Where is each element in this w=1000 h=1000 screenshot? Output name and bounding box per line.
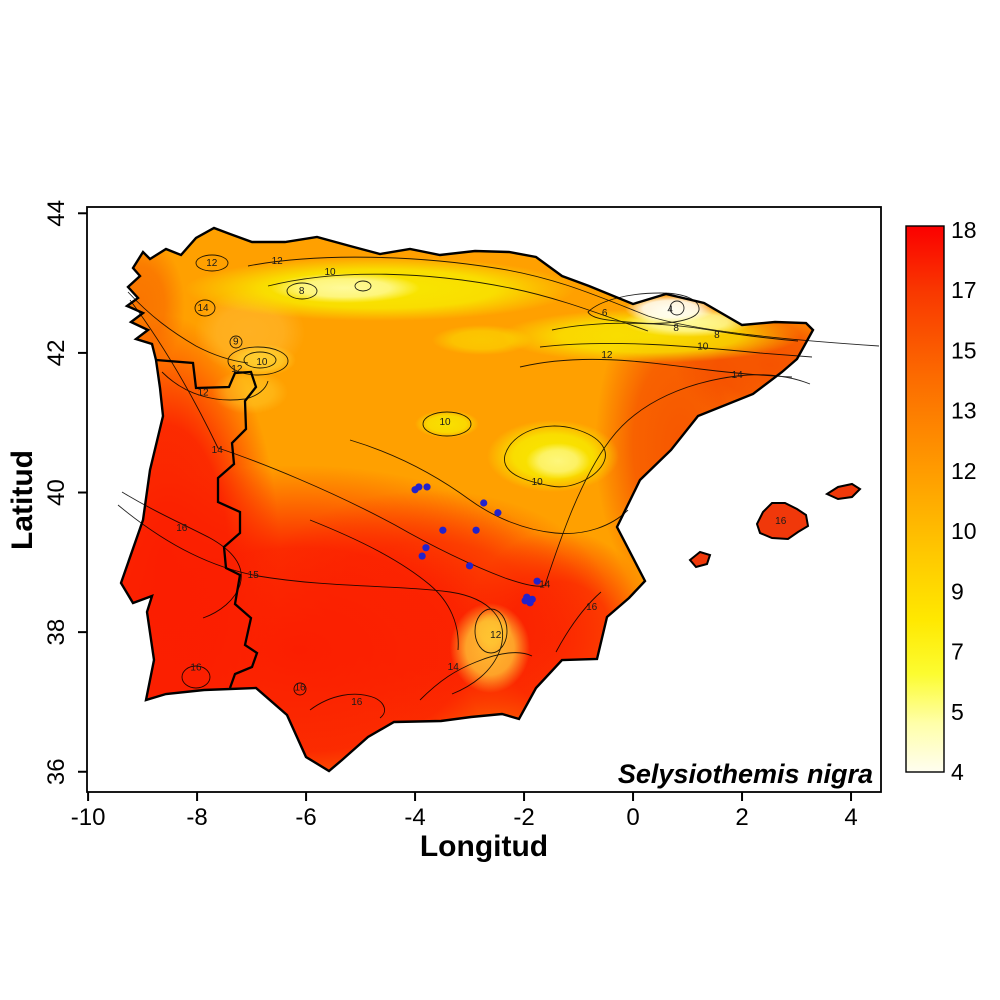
y-tick-label: 42 <box>43 340 70 367</box>
contour-level-label: 16 <box>351 697 363 708</box>
y-axis-title: Latitud <box>6 450 39 550</box>
contour-level-label: 16 <box>586 602 598 613</box>
heat-gradient-patch <box>526 443 590 479</box>
x-tick-label: -4 <box>404 804 425 831</box>
contour-level-label: 16 <box>190 663 202 674</box>
contour-level-label: 12 <box>198 388 210 399</box>
x-tick-label: -6 <box>295 804 316 831</box>
contour-level-label: 10 <box>532 477 544 488</box>
occurrence-point <box>480 499 487 506</box>
y-tick-label: 40 <box>43 479 70 506</box>
occurrence-point <box>494 509 501 516</box>
occurrence-point <box>415 483 422 490</box>
contour-level-label: 6 <box>602 308 608 319</box>
contour-level-label: 10 <box>697 342 709 353</box>
colorbar-tick-label: 5 <box>951 699 964 725</box>
occurrence-point <box>439 527 446 534</box>
contour-level-label: 15 <box>248 570 260 581</box>
contour-level-label: 12 <box>206 258 218 269</box>
x-tick-label: 0 <box>626 804 639 831</box>
y-tick-label: 38 <box>43 619 70 646</box>
occurrence-point <box>472 527 479 534</box>
occurrence-point <box>423 483 430 490</box>
map-figure: 1212108648810121414910121214161510101412… <box>0 0 1000 1000</box>
colorbar-tick-label: 9 <box>951 578 964 604</box>
contour-level-label: 14 <box>448 662 460 673</box>
contour-level-label: 10 <box>256 357 268 368</box>
x-tick-label: 2 <box>735 804 748 831</box>
colorbar-tick-label: 13 <box>951 398 977 424</box>
colorbar-labels: 18 17 15 13 12 10 9 7 5 4 <box>951 217 977 785</box>
y-tick-label: 44 <box>43 200 70 227</box>
contour-level-label: 14 <box>212 445 224 456</box>
contour-level-label: 8 <box>673 323 679 334</box>
occurrence-point <box>422 544 429 551</box>
contour-level-label: 10 <box>439 417 451 428</box>
contour-level-label: 16 <box>775 516 787 527</box>
colorbar-gradient <box>906 226 944 772</box>
heat-gradient-patch <box>212 370 288 414</box>
x-tick-label: -8 <box>186 804 207 831</box>
contour-level-label: 16 <box>176 523 188 534</box>
figure-canvas: 1212108648810121414910121214161510101412… <box>0 0 1000 1000</box>
contour-level-label: 16 <box>295 682 307 693</box>
contour-level-label: 8 <box>714 330 720 341</box>
heat-gradient-patch <box>270 273 420 303</box>
contour-level-label: 8 <box>299 286 305 297</box>
contour-level-label: 12 <box>272 256 284 267</box>
occurrence-point <box>534 578 541 585</box>
contour-level-label: 14 <box>539 580 551 591</box>
colorbar-tick-label: 7 <box>951 639 964 665</box>
x-tick-label: -2 <box>513 804 534 831</box>
contour-level-label: 9 <box>233 337 239 348</box>
colorbar-tick-label: 4 <box>951 759 964 785</box>
colorbar-tick-label: 18 <box>951 217 977 243</box>
heat-gradient-patch <box>432 325 532 355</box>
contour-level-label: 10 <box>324 267 336 278</box>
contour-level-label: 14 <box>198 303 210 314</box>
occurrence-point <box>419 552 426 559</box>
colorbar-tick-label: 17 <box>951 277 977 303</box>
colorbar-tick-label: 12 <box>951 458 977 484</box>
occurrence-point <box>466 562 473 569</box>
colorbar-tick-label: 10 <box>951 518 977 544</box>
contour-level-label: 12 <box>601 350 613 361</box>
x-axis: -10 -8 -6 -4 -2 0 2 4 <box>71 792 858 831</box>
y-axis: 36 38 40 42 44 <box>43 200 87 785</box>
contour-level-label: 12 <box>231 364 243 375</box>
colorbar: 18 17 15 13 12 10 9 7 5 4 <box>906 217 977 785</box>
x-tick-label: -10 <box>71 804 106 831</box>
species-annotation: Selysiothemis nigra <box>618 759 873 789</box>
x-tick-label: 4 <box>844 804 857 831</box>
y-tick-label: 36 <box>43 758 70 785</box>
contour-level-label: 12 <box>490 630 502 641</box>
occurrence-point <box>526 599 533 606</box>
contour-level-label: 4 <box>667 305 673 316</box>
x-axis-title: Longitud <box>420 830 548 863</box>
colorbar-tick-label: 15 <box>951 337 977 363</box>
contour-level-label: 14 <box>732 370 744 381</box>
